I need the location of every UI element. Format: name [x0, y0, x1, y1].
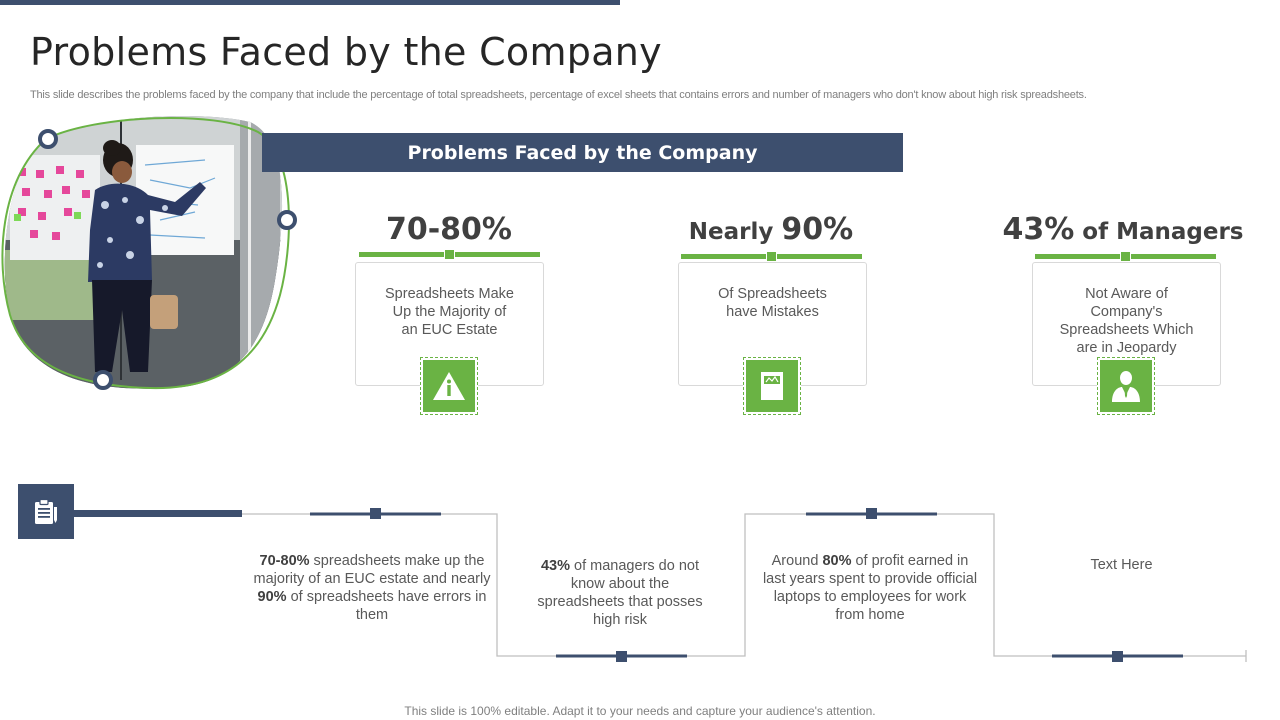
stat-2-heading: Nearly 90% [688, 212, 854, 247]
stat-2-card: Of Spreadsheets have Mistakes [678, 262, 867, 386]
page-title: Problems Faced by the Company [30, 30, 662, 74]
stat-3-node [1120, 251, 1131, 262]
timeline-item-4: Text Here [1090, 557, 1153, 573]
stat-3-text: Not Aware of Company's Spreadsheets Whic… [1059, 286, 1194, 356]
clipboard-icon-box [18, 484, 74, 539]
stat-3-icon-box [1097, 357, 1155, 415]
footer-note: This slide is 100% editable. Adapt it to… [404, 704, 876, 718]
stat-2-text: Of Spreadsheets have Mistakes [718, 286, 827, 320]
timeline-item-3: Around 80% of profit earned in last year… [762, 553, 978, 623]
section-banner: Problems Faced by the Company [262, 133, 903, 172]
timeline-item-1: 70-80% spreadsheets make up the majority… [253, 553, 491, 623]
spreadsheet-document-icon [761, 372, 783, 400]
stat-1-heading: 70-80% [385, 212, 512, 247]
clipboard-icon [35, 498, 57, 524]
timeline-item-2: 43% of managers do not know about the sp… [537, 558, 703, 628]
stat-1-icon-box [420, 357, 478, 415]
page-subtitle: This slide describes the problems faced … [30, 89, 1087, 101]
warning-info-icon [433, 372, 465, 400]
stat-1-text: Spreadsheets Make Up the Majority of an … [385, 286, 514, 338]
stat-2-node [766, 251, 777, 262]
stat-2-icon-box [743, 357, 801, 415]
manager-icon [1112, 371, 1140, 402]
stat-1-node [444, 249, 455, 260]
office-photo [0, 110, 300, 395]
top-accent-bar [0, 0, 620, 5]
stat-3-heading: 43% of Managers [1002, 212, 1244, 247]
